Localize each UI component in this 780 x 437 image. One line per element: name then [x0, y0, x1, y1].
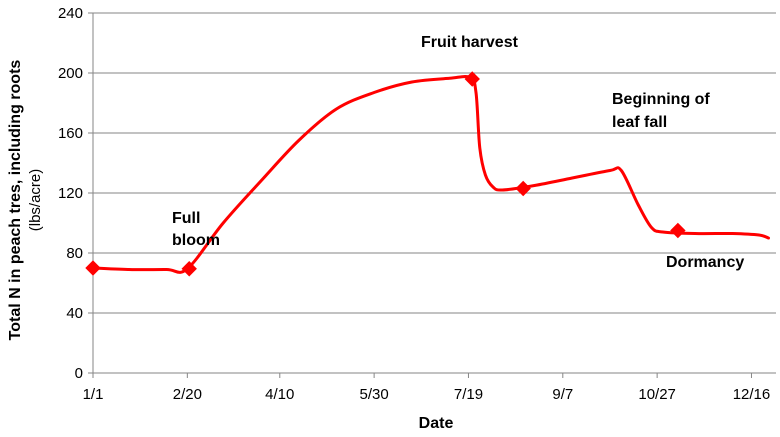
x-tick-label: 4/10 [265, 386, 294, 403]
annotation-leaf-fall-line2: leaf fall [612, 114, 667, 131]
gridlines [88, 12, 776, 378]
x-tick-labels: 1/1 2/20 4/10 5/30 7/19 9/7 10/27 12/16 [83, 386, 771, 403]
annotation-leaf-fall-line1: Beginning of [612, 91, 710, 108]
y-axis-unit: (lbs/acre) [27, 169, 44, 232]
y-tick-label: 120 [58, 185, 83, 202]
annotation-dormancy: Dormancy [666, 254, 744, 271]
annotation-full-bloom-line2: bloom [172, 232, 220, 249]
data-point-marker [181, 261, 197, 277]
y-tick-labels: 0 40 80 120 160 200 240 [58, 5, 83, 382]
y-tick-label: 0 [75, 365, 83, 382]
y-tick-label: 160 [58, 125, 83, 142]
y-axis-title: Total N in peach tres, including roots [7, 60, 24, 341]
data-point-marker [670, 222, 686, 239]
series-group [85, 71, 770, 277]
x-tick-label: 2/20 [173, 386, 202, 403]
x-tick-label: 5/30 [360, 386, 389, 403]
data-point-marker [464, 71, 480, 87]
axes [92, 13, 776, 374]
data-point-marker [85, 260, 101, 276]
x-tick-label: 10/27 [638, 386, 676, 403]
y-tick-label: 200 [58, 65, 83, 82]
x-tick-label: 7/19 [454, 386, 483, 403]
annotations: Full bloom Fruit harvest Beginning of le… [172, 34, 744, 271]
annotation-fruit-harvest: Fruit harvest [421, 34, 519, 51]
y-tick-label: 80 [66, 245, 83, 262]
x-tick-label: 9/7 [552, 386, 573, 403]
annotation-full-bloom-line1: Full [172, 210, 200, 227]
y-tick-label: 40 [66, 305, 83, 322]
data-point-marker [515, 180, 531, 197]
series-line [91, 74, 770, 274]
x-axis-title: Date [419, 415, 454, 432]
x-tick-label: 12/16 [733, 386, 771, 403]
x-tick-label: 1/1 [83, 386, 104, 403]
y-tick-label: 240 [58, 5, 83, 22]
